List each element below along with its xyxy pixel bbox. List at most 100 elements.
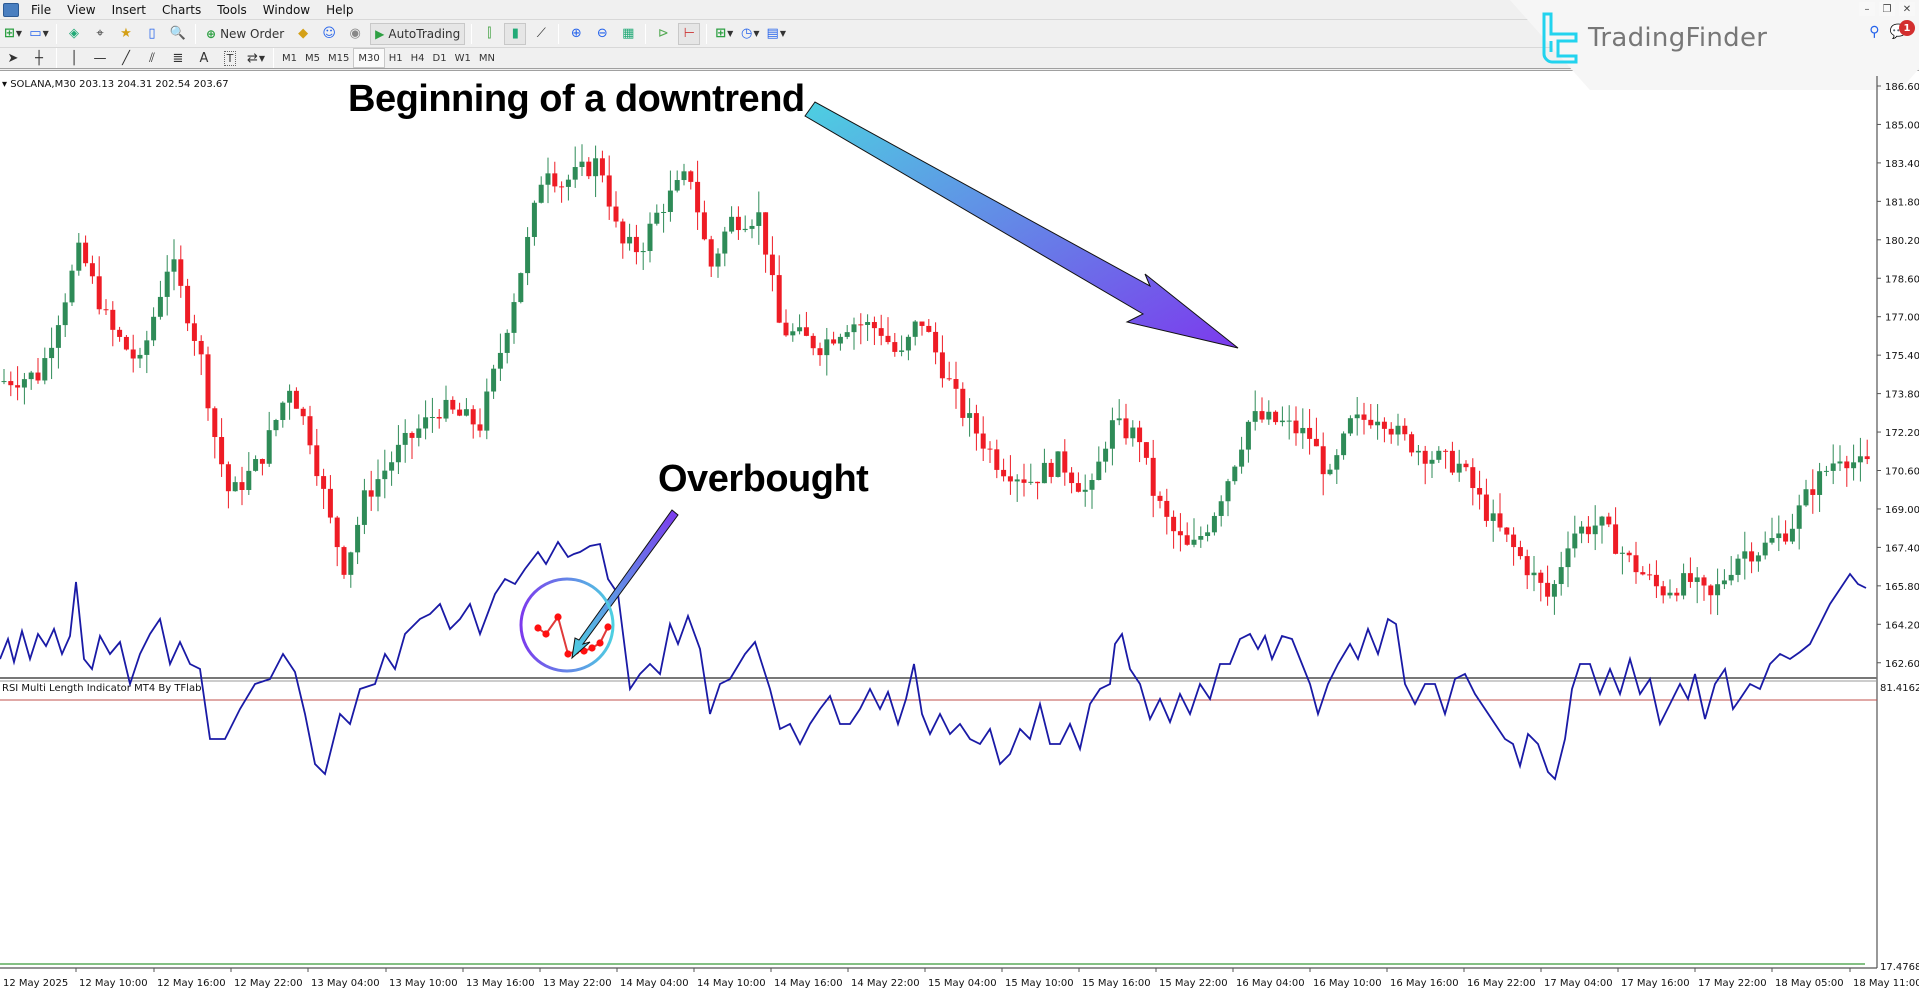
menu-help[interactable]: Help <box>326 2 354 17</box>
timeframe-mn[interactable]: MN <box>478 52 495 64</box>
timeframe-m15[interactable]: M15 <box>328 52 350 64</box>
zoom-in-button[interactable]: ⊕ <box>565 23 587 45</box>
terminal-icon: ▯ <box>148 26 156 41</box>
timeframe-w1[interactable]: W1 <box>454 52 471 64</box>
bull-candle <box>1239 449 1245 467</box>
timeframe-m30[interactable]: M30 <box>353 48 385 68</box>
profiles-button[interactable]: ▭ ▼ <box>29 26 49 41</box>
time-label: 17 May 22:00 <box>1698 978 1767 989</box>
horizontal-line-tool[interactable]: — <box>89 47 111 69</box>
collapse-arrow-icon[interactable]: ▾ <box>2 79 11 90</box>
search-icon[interactable]: ⚲ <box>1869 24 1880 40</box>
bear-candle <box>1653 574 1659 587</box>
menu-insert[interactable]: Insert <box>111 2 146 17</box>
bear-candle <box>919 321 925 326</box>
bull-candle <box>49 347 55 359</box>
metaeditor-button[interactable]: ◆ <box>292 23 314 45</box>
text-tool[interactable]: A <box>193 47 215 69</box>
equidistant-channel-icon: ⫽ <box>149 50 155 66</box>
bear-candle <box>817 348 823 356</box>
templates-button[interactable]: ▤ ▼ <box>766 26 786 41</box>
signals-button[interactable]: ◉ <box>344 23 366 45</box>
timeframe-h1[interactable]: H1 <box>388 52 403 64</box>
bull-candle <box>518 273 524 303</box>
bull-candle <box>1198 536 1204 540</box>
fibonacci-tool[interactable]: ≣ <box>167 47 189 69</box>
new-chart-icon: ⊞ <box>3 26 15 41</box>
vertical-line-tool[interactable]: │ <box>63 47 85 69</box>
bear-candle <box>1810 489 1816 495</box>
bear-candle <box>987 448 993 450</box>
bear-candle <box>933 331 939 353</box>
bull-candle <box>1558 567 1564 585</box>
menu-charts[interactable]: Charts <box>162 2 202 17</box>
new-order-button[interactable]: ⊕ New Order <box>202 23 288 45</box>
bear-candle <box>1388 428 1394 435</box>
arrows-tool[interactable]: ⇄ ▼ <box>246 50 266 66</box>
chart-canvas[interactable]: 186.60 185.00 183.40 181.80 180.20 178.60 177.… <box>0 76 1919 996</box>
equidistant-channel-tool[interactable]: ⫽ <box>141 47 163 69</box>
symbol-ohlc: SOLANA,M30 203.13 204.31 202.54 203.67 <box>10 79 229 90</box>
bear-candle <box>1184 535 1190 545</box>
overbought-dot <box>534 624 542 632</box>
autoscroll-button[interactable]: ⊢ <box>678 22 701 45</box>
autotrading-button[interactable]: ▶ AutoTrading <box>370 22 466 45</box>
navigator-button[interactable]: ★ <box>115 23 137 45</box>
bear-candle <box>769 254 775 276</box>
menu-tools[interactable]: Tools <box>217 2 247 17</box>
notifications-button[interactable]: 💬 1 <box>1890 20 1915 40</box>
bull-candle <box>749 225 755 229</box>
community-icon: ☺ <box>322 26 336 41</box>
tile-windows-button[interactable]: ▦ <box>617 23 639 45</box>
bull-candle <box>355 524 361 553</box>
bear-candle <box>1307 427 1313 439</box>
periods-button[interactable]: ◷ ▼ <box>741 26 760 41</box>
minimize-button[interactable]: – <box>1859 2 1875 16</box>
bull-candle <box>1014 479 1020 482</box>
data-window-button[interactable]: ⌖ <box>89 23 111 45</box>
chart-shift-button[interactable]: ⊳ <box>652 23 674 45</box>
crosshair-tool[interactable]: ┼ <box>28 47 50 69</box>
timeframe-m1[interactable]: M1 <box>282 52 297 64</box>
bull-candle <box>525 236 531 274</box>
strategy-tester-button[interactable]: 🔍 <box>167 23 189 45</box>
candlestick-button[interactable]: ▮ <box>504 22 527 45</box>
bull-candle <box>593 158 599 177</box>
community-button[interactable]: ☺ <box>318 23 340 45</box>
cursor-tool[interactable]: ➤ <box>2 47 24 69</box>
arrows-icon: ⇄ <box>246 50 258 66</box>
bear-candle <box>1381 421 1387 429</box>
market-watch-button[interactable]: ◈ <box>63 23 85 45</box>
text-label-tool[interactable]: T <box>219 47 241 69</box>
close-button[interactable]: ✕ <box>1899 2 1915 16</box>
bear-candle <box>1171 516 1177 532</box>
bear-candle <box>457 409 463 416</box>
bear-candle <box>1150 457 1156 496</box>
metaeditor-icon: ◆ <box>298 26 309 41</box>
bear-candle <box>1001 469 1007 477</box>
bull-candle <box>661 211 667 213</box>
toolbar-separator <box>56 23 57 44</box>
restore-button[interactable]: ❐ <box>1879 2 1895 16</box>
timeframe-d1[interactable]: D1 <box>432 52 447 64</box>
price-label: 185.00 <box>1885 120 1919 131</box>
bar-chart-button[interactable]: ⫿ <box>478 23 500 45</box>
navigator-icon: ★ <box>120 26 132 41</box>
bear-candle <box>1545 582 1551 597</box>
indicators-button[interactable]: ⊞ ▼ <box>715 26 734 41</box>
line-chart-button[interactable]: ⟋ <box>530 23 552 45</box>
chart-window[interactable]: 186.60 185.00 183.40 181.80 180.20 178.60 177.… <box>0 76 1919 996</box>
bull-candle <box>1742 551 1748 559</box>
trendline-tool[interactable]: ╱ <box>115 47 137 69</box>
branding-panel <box>1510 0 1919 90</box>
bull-candle <box>1721 580 1727 585</box>
timeframe-h4[interactable]: H4 <box>410 52 425 64</box>
zoom-out-button[interactable]: ⊖ <box>591 23 613 45</box>
menu-file[interactable]: File <box>31 2 52 17</box>
terminal-button[interactable]: ▯ <box>141 23 163 45</box>
menu-view[interactable]: View <box>67 2 96 17</box>
menu-window[interactable]: Window <box>262 2 311 17</box>
tradingfinder-logo: TradingFinder <box>1540 12 1767 64</box>
timeframe-m5[interactable]: M5 <box>305 52 320 64</box>
new-chart-button[interactable]: ⊞ ▼ <box>3 26 23 41</box>
